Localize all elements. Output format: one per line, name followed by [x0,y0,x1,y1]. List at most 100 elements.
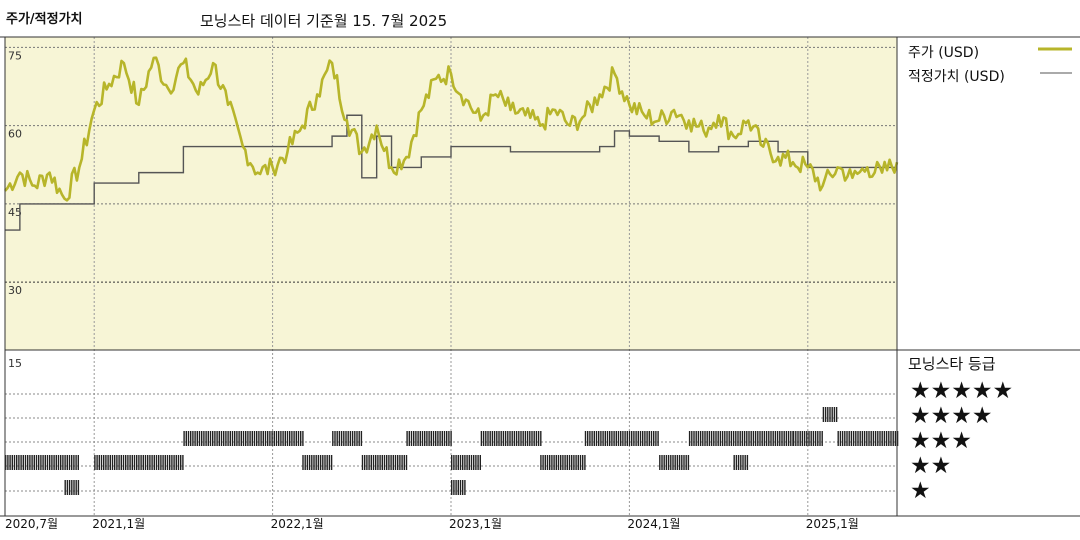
rating-bar-tick [453,480,455,495]
rating-bar-tick [356,431,358,446]
rating-bar-tick [73,480,75,495]
rating-bar-tick [302,431,304,446]
rating-bar-tick [702,431,704,446]
rating-bar-tick [98,455,100,470]
rating-bar-tick [375,455,377,470]
rating-bar-tick [657,431,659,446]
rating-bar-tick [394,455,397,470]
rating-bar-tick [20,455,22,470]
rating-bar-tick [326,455,328,470]
rating-bar-tick [555,455,557,470]
rating-bar-tick [336,431,338,446]
rating-bar-tick [498,431,500,446]
rating-bar-tick [455,480,457,495]
rating-bar-tick [122,455,125,470]
rating-bar-tick [49,455,51,470]
rating-bar-tick [77,455,79,470]
rating-bar-tick [155,455,158,470]
rating-bar-tick [328,455,331,470]
rating-bar-tick [153,455,155,470]
rating-bar-tick [182,455,184,470]
rating-bar-tick [806,431,808,446]
rating-bar-tick [768,431,770,446]
rating-bar-tick [273,431,275,446]
rating-bar-tick [631,431,633,446]
rating-bar-tick [203,431,205,446]
rating-bar-tick [426,431,428,446]
rating-bar-tick [66,480,69,495]
rating-bar-tick [699,431,702,446]
rating-bar-tick [726,431,728,446]
rating-bar-tick [75,480,77,495]
rating-bar-tick [639,431,642,446]
rating-bar-tick [496,431,498,446]
rating-bar-tick [319,455,322,470]
rating-bar-tick [236,431,238,446]
rating-bar-tick [892,431,894,446]
rating-bar-tick [676,455,679,470]
rating-bar-tick [742,455,744,470]
rating-bar-tick [459,455,462,470]
chart-subtitle: 모닝스타 데이터 기준월 15. 7월 2025 [200,12,448,30]
rating-bar-tick [844,431,846,446]
rating-bar-tick [500,431,502,446]
rating-bar-tick [68,480,71,495]
rating-bar-tick [162,455,164,470]
rating-bar-tick [370,455,372,470]
rating-bar-tick [227,431,229,446]
rating-bar-tick [218,431,220,446]
rating-title: 모닝스타 등급 [908,355,996,373]
rating-bar-tick [754,431,757,446]
rating-bar-tick [144,455,147,470]
rating-bar-tick [896,431,899,446]
rating-bar-tick [136,455,138,470]
rating-bar-tick [205,431,207,446]
rating-bar-tick [405,455,408,470]
rating-bar-tick [240,431,242,446]
rating-bar-tick [308,455,311,470]
rating-bar-tick [192,431,194,446]
rating-bar [451,480,466,495]
rating-bar-tick [493,431,496,446]
rating-bar-tick [746,431,748,446]
rating-bar-tick [51,455,53,470]
rating-bar-tick [470,455,473,470]
rating-bar-tick [549,455,551,470]
rating-bar-tick [672,455,674,470]
rating-bar-tick [732,431,735,446]
rating-bar-tick [140,455,142,470]
rating-bar-tick [267,431,269,446]
rating-bar-tick [245,431,247,446]
rating-bar-tick [334,431,336,446]
rating-bar-tick [744,455,746,470]
rating-bar-tick [635,431,637,446]
rating-bar-tick [728,431,730,446]
rating-bar-tick [642,431,644,446]
rating-bar-tick [220,431,223,446]
rating-bar-tick [573,455,575,470]
rating-bar-tick [633,431,635,446]
rating-bar-tick [280,431,282,446]
rating-bar-tick [799,431,801,446]
rating-bar-tick [109,455,111,470]
rating-bar-tick [872,431,875,446]
rating-bar-tick [286,431,289,446]
rating-bar-tick [568,455,571,470]
rating-bar-tick [381,455,383,470]
rating-bar-tick [351,431,354,446]
rating-bar-tick [187,431,190,446]
rating-bar-tick [507,431,509,446]
rating-bar-tick [885,431,888,446]
rating-bar [584,431,659,446]
rating-bar-tick [589,431,591,446]
chart-title: 주가/적정가치 [6,12,83,27]
rating-bar-tick [216,431,218,446]
rating-bar-tick [737,455,740,470]
rating-bar-tick [670,455,672,470]
rating-bar [64,480,80,495]
x-tick-label: 2021,1월 [92,517,145,531]
rating-bar-tick [147,455,149,470]
rating-bar-tick [450,431,452,446]
rating-bar-tick [874,431,877,446]
rating-bar-tick [537,431,540,446]
